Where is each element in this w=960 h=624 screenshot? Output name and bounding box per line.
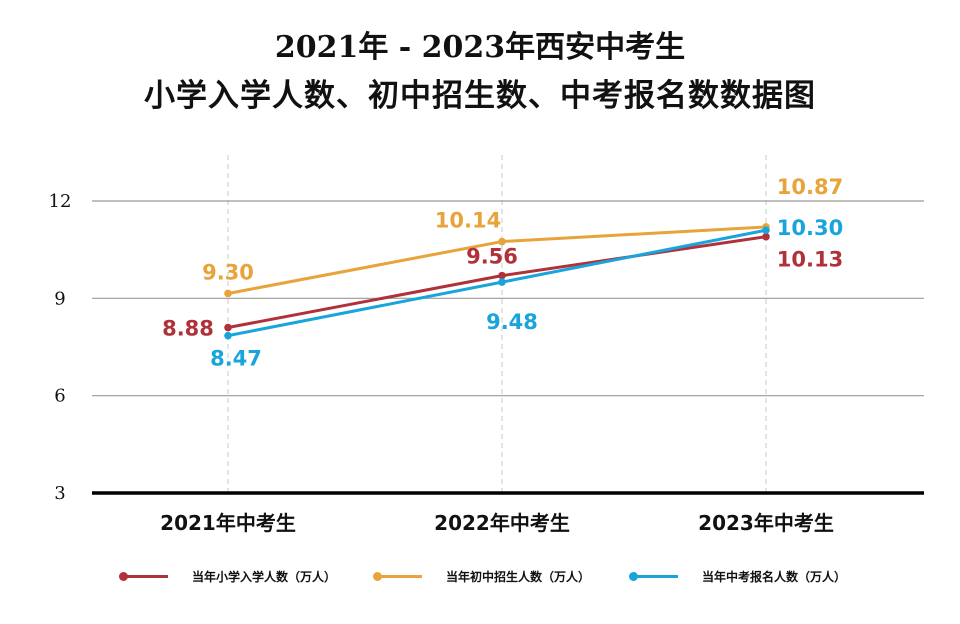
series (224, 223, 770, 340)
x-tick-label: 2021年中考生 (160, 511, 296, 535)
legend-label: 当年小学入学人数（万人） (192, 570, 337, 584)
data-label: 8.88 (162, 317, 214, 341)
legend-label: 当年初中招生人数（万人） (446, 570, 591, 584)
legend-swatch (373, 572, 422, 581)
legend-item-1: 当年小学入学人数（万人） (119, 568, 337, 585)
data-label: 10.13 (777, 248, 843, 272)
data-labels: 9.30 10.14 10.87 8.88 9.56 10.13 8.47 9.48 10.30 (162, 175, 843, 371)
legend-swatch (119, 572, 168, 581)
legend: 当年小学入学人数（万人） 当年初中招生人数（万人） 当年中考报名人数（万人） (0, 568, 960, 592)
legend-dot (119, 572, 128, 581)
y-axis-ticks: 3 6 9 12 (49, 191, 72, 504)
legend-label: 当年中考报名人数（万人） (702, 570, 847, 584)
x-tick-label: 2023年中考生 (698, 511, 834, 535)
data-label: 10.87 (777, 175, 843, 199)
data-point (762, 226, 770, 234)
data-point (762, 232, 770, 241)
data-label: 8.47 (210, 347, 262, 371)
x-axis-ticks: 2021年中考生 2022年中考生 2023年中考生 (160, 511, 834, 535)
data-point (498, 278, 506, 286)
y-tick-label: 3 (54, 483, 65, 504)
y-tick-label: 9 (54, 288, 65, 309)
legend-swatch (629, 572, 678, 581)
grid (92, 155, 924, 495)
data-label: 9.30 (202, 260, 254, 284)
data-label: 10.30 (777, 216, 843, 240)
legend-dot (373, 572, 382, 581)
legend-item-3: 当年中考报名人数（万人） (629, 568, 847, 585)
data-point (224, 331, 232, 340)
y-tick-label: 12 (49, 191, 72, 212)
chart-title-line2: 小学入学人数、初中招生数、中考报名数数据图 (144, 78, 816, 114)
data-point (224, 323, 232, 332)
legend-dot (629, 572, 638, 581)
legend-item-2: 当年初中招生人数（万人） (373, 568, 591, 585)
x-tick-label: 2022年中考生 (434, 511, 570, 535)
data-label: 9.48 (486, 310, 538, 334)
y-tick-label: 6 (54, 386, 65, 407)
data-point (498, 237, 506, 246)
data-label: 9.56 (466, 245, 518, 269)
data-label: 10.14 (435, 209, 501, 233)
chart-title-line1: 2021年 - 2023年西安中考生 (274, 30, 686, 65)
data-point (224, 289, 232, 298)
data-point (498, 271, 506, 280)
